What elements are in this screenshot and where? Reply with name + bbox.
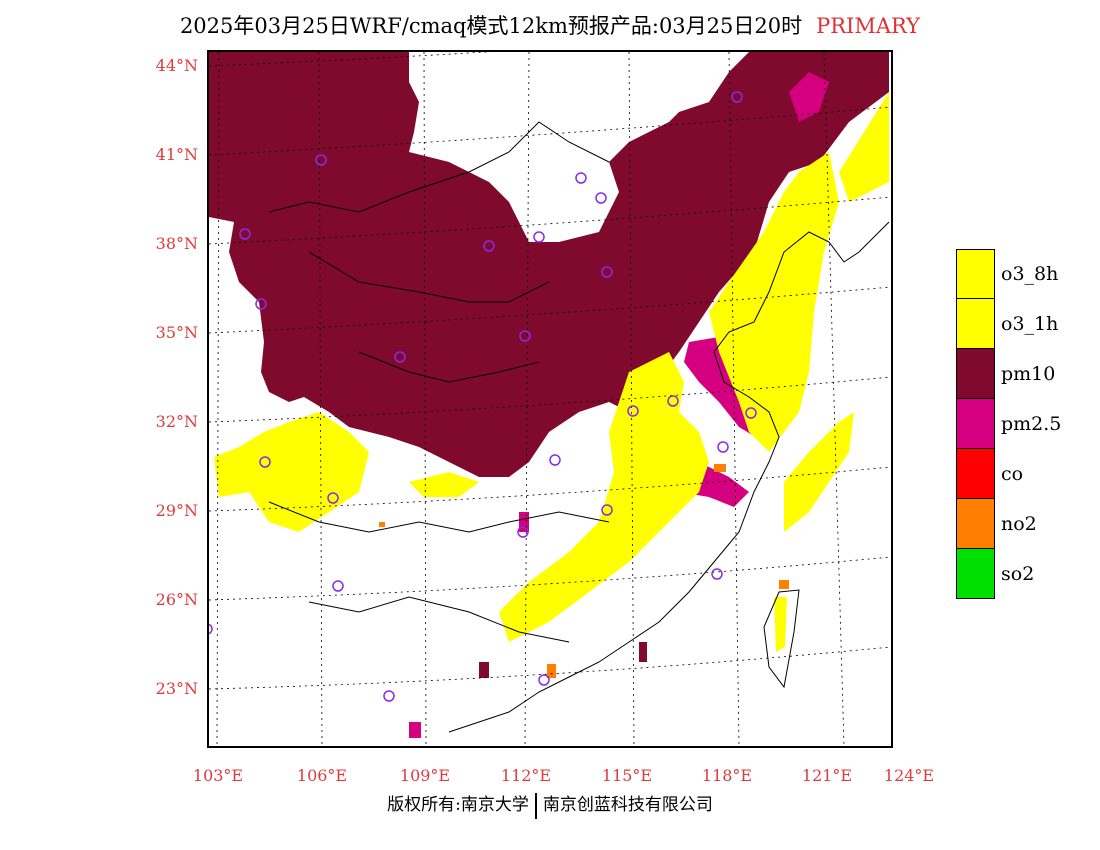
lon-label-109: 109°E — [399, 766, 451, 785]
lat-label-32: 32°N — [155, 412, 198, 431]
lat-label-23: 23°N — [155, 679, 198, 698]
station-marker — [717, 441, 729, 453]
station-marker — [711, 568, 723, 580]
lat-label-41: 41°N — [155, 145, 198, 164]
legend-label: no2 — [1001, 513, 1037, 535]
lon-label-106: 106°E — [296, 766, 348, 785]
legend-swatch-o3-8h — [956, 249, 995, 299]
lat-label-35: 35°N — [155, 323, 198, 342]
o3-southeast — [499, 352, 709, 642]
station-marker — [533, 231, 545, 243]
station-marker — [601, 266, 613, 278]
lat-label-38: 38°N — [155, 234, 198, 253]
pm10-spot-1 — [639, 642, 647, 662]
legend-label: pm2.5 — [1001, 413, 1062, 435]
lon-label-115: 115°E — [601, 766, 653, 785]
station-marker — [483, 240, 495, 252]
title-text: 2025年03月25日WRF/cmaq模式12km预报产品:03月25日20时 — [179, 14, 803, 38]
lon-label-124: 124°E — [883, 766, 935, 785]
station-marker — [601, 504, 613, 516]
station-marker — [667, 395, 679, 407]
station-marker — [327, 492, 339, 504]
pm10-spot-2 — [519, 512, 529, 532]
station-marker — [595, 192, 607, 204]
legend: o3_8h o3_1h pm10 pm2.5 co no2 so2 — [956, 249, 1061, 599]
legend-item: co — [956, 449, 1061, 499]
pollution-map — [209, 52, 891, 746]
station-marker — [383, 690, 395, 702]
graticule — [209, 52, 891, 746]
station-marker — [519, 330, 531, 342]
station-marker — [315, 154, 327, 166]
o3-taiwan — [774, 597, 787, 652]
map-frame — [207, 50, 893, 748]
no2-spot-1 — [714, 464, 726, 472]
no2-spot-4 — [379, 522, 385, 527]
lon-label-118: 118°E — [701, 766, 753, 785]
pm10-region — [209, 52, 889, 477]
lon-label-121: 121°E — [801, 766, 853, 785]
o3-sea — [784, 412, 854, 532]
station-marker — [394, 351, 406, 363]
copyright-right: 南京创蓝科技有限公司 — [542, 795, 713, 815]
legend-item: so2 — [956, 549, 1061, 599]
legend-swatch-pm10 — [956, 349, 995, 399]
copyright: 版权所有:南京大学 南京创蓝科技有限公司 — [0, 790, 1100, 819]
legend-swatch-no2 — [956, 499, 995, 549]
copyright-separator — [534, 792, 537, 819]
station-marker — [239, 228, 251, 240]
o3-southwest — [214, 412, 369, 532]
station-marker — [627, 405, 639, 417]
lat-label-44: 44°N — [155, 56, 198, 75]
legend-label: o3_1h — [1001, 313, 1059, 335]
lat-label-29: 29°N — [155, 501, 198, 520]
no2-spot-3 — [547, 664, 556, 678]
legend-item: o3_1h — [956, 299, 1061, 349]
station-marker — [259, 456, 271, 468]
map-title: 2025年03月25日WRF/cmaq模式12km预报产品:03月25日20时 P… — [0, 10, 1100, 40]
primary-tag: PRIMARY — [816, 14, 921, 38]
legend-label: o3_8h — [1001, 263, 1059, 285]
station-marker — [745, 407, 757, 419]
lon-label-103: 103°E — [192, 766, 244, 785]
boundaries — [268, 121, 890, 733]
station-marker — [731, 91, 743, 103]
station-marker — [332, 580, 344, 592]
o3-central-band — [409, 472, 479, 497]
legend-label: so2 — [1001, 563, 1035, 585]
legend-item: pm10 — [956, 349, 1061, 399]
legend-swatch-pm25 — [956, 399, 995, 449]
pm10-spot-4 — [409, 722, 421, 738]
pm10-spot-3 — [479, 662, 489, 678]
station-marker — [549, 454, 561, 466]
legend-item: o3_8h — [956, 249, 1061, 299]
station-markers — [209, 91, 757, 702]
o3-northeast — [839, 92, 889, 202]
lat-label-26: 26°N — [155, 590, 198, 609]
legend-swatch-o3-1h — [956, 299, 995, 349]
legend-label: pm10 — [1001, 363, 1056, 385]
station-marker — [517, 526, 529, 538]
legend-swatch-so2 — [956, 549, 995, 599]
station-marker — [538, 674, 550, 686]
copyright-left: 版权所有:南京大学 — [387, 795, 529, 815]
no2-spot-2 — [779, 580, 789, 589]
legend-swatch-co — [956, 449, 995, 499]
legend-item: no2 — [956, 499, 1061, 549]
pm10-northeast — [659, 52, 769, 162]
station-marker — [575, 172, 587, 184]
lon-label-112: 112°E — [500, 766, 552, 785]
station-marker — [255, 298, 267, 310]
o3-coast — [709, 152, 839, 452]
station-marker — [209, 623, 213, 635]
pm25-patch-1 — [789, 72, 829, 122]
legend-item: pm2.5 — [956, 399, 1061, 449]
legend-label: co — [1001, 463, 1024, 485]
